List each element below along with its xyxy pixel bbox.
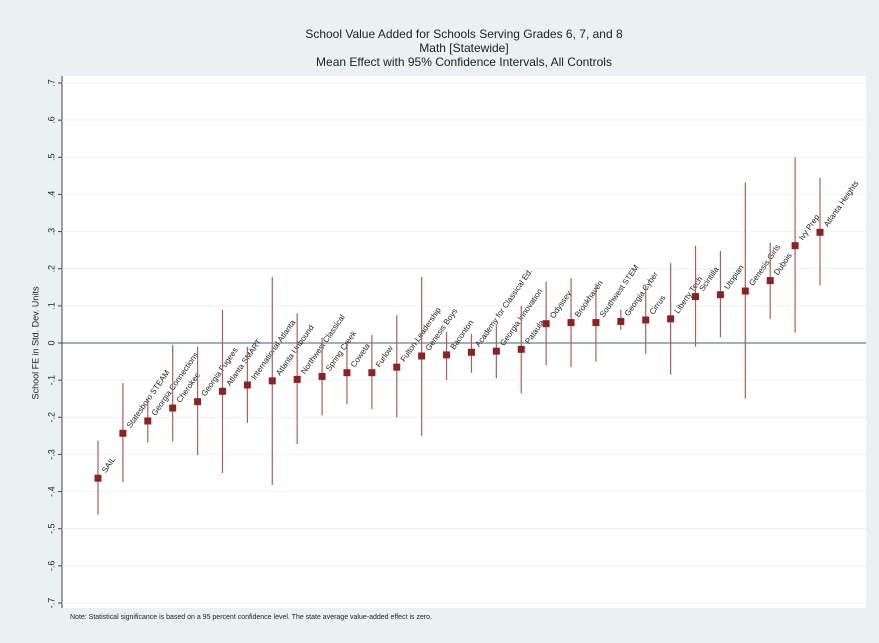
point (243, 381, 251, 389)
point (667, 315, 675, 323)
y-tick-label: .3 (46, 228, 56, 236)
point (393, 363, 401, 371)
point (642, 316, 650, 324)
point (692, 293, 700, 301)
point (144, 417, 152, 425)
point (293, 375, 301, 383)
y-tick-label: -.4 (46, 486, 56, 497)
point (169, 404, 177, 412)
y-tick-label: -.7 (46, 598, 56, 609)
point (567, 319, 575, 327)
y-tick-label: .7 (46, 79, 56, 87)
point (542, 320, 550, 328)
point (318, 372, 326, 380)
y-tick-label: -.3 (46, 449, 56, 460)
y-tick-label: 0 (46, 340, 56, 345)
point (467, 348, 475, 356)
point (716, 291, 724, 299)
point (418, 352, 426, 360)
point (592, 319, 600, 327)
plot-area (62, 76, 866, 608)
point (194, 398, 202, 406)
y-axis-label: School FE in Std. Dev. Units (30, 286, 40, 399)
y-tick-label: .4 (46, 191, 56, 199)
point (766, 277, 774, 285)
point (791, 242, 799, 250)
point (816, 228, 824, 236)
y-tick-label: -.6 (46, 561, 56, 572)
point (368, 369, 376, 377)
point (343, 369, 351, 377)
y-tick-label: -.1 (46, 375, 56, 386)
chart-subtitle: Mean Effect with 95% Confidence Interval… (316, 55, 612, 69)
y-tick-label: .2 (46, 265, 56, 273)
chart-title: School Value Added for Schools Serving G… (305, 27, 623, 41)
point (94, 474, 102, 482)
point (119, 429, 127, 437)
point (617, 317, 625, 325)
y-tick-label: -.2 (46, 412, 56, 423)
point (492, 347, 500, 355)
chart-subtitle: Math [Statewide] (419, 41, 508, 55)
y-tick-label: .1 (46, 302, 56, 310)
point (218, 387, 226, 395)
y-tick-label: .6 (46, 116, 56, 124)
point (741, 287, 749, 295)
point (517, 345, 525, 353)
y-tick-label: .5 (46, 154, 56, 162)
y-tick-label: -.5 (46, 523, 56, 534)
point (268, 377, 276, 385)
point (443, 351, 451, 359)
note: Note: Statistical significance is based … (70, 614, 432, 621)
